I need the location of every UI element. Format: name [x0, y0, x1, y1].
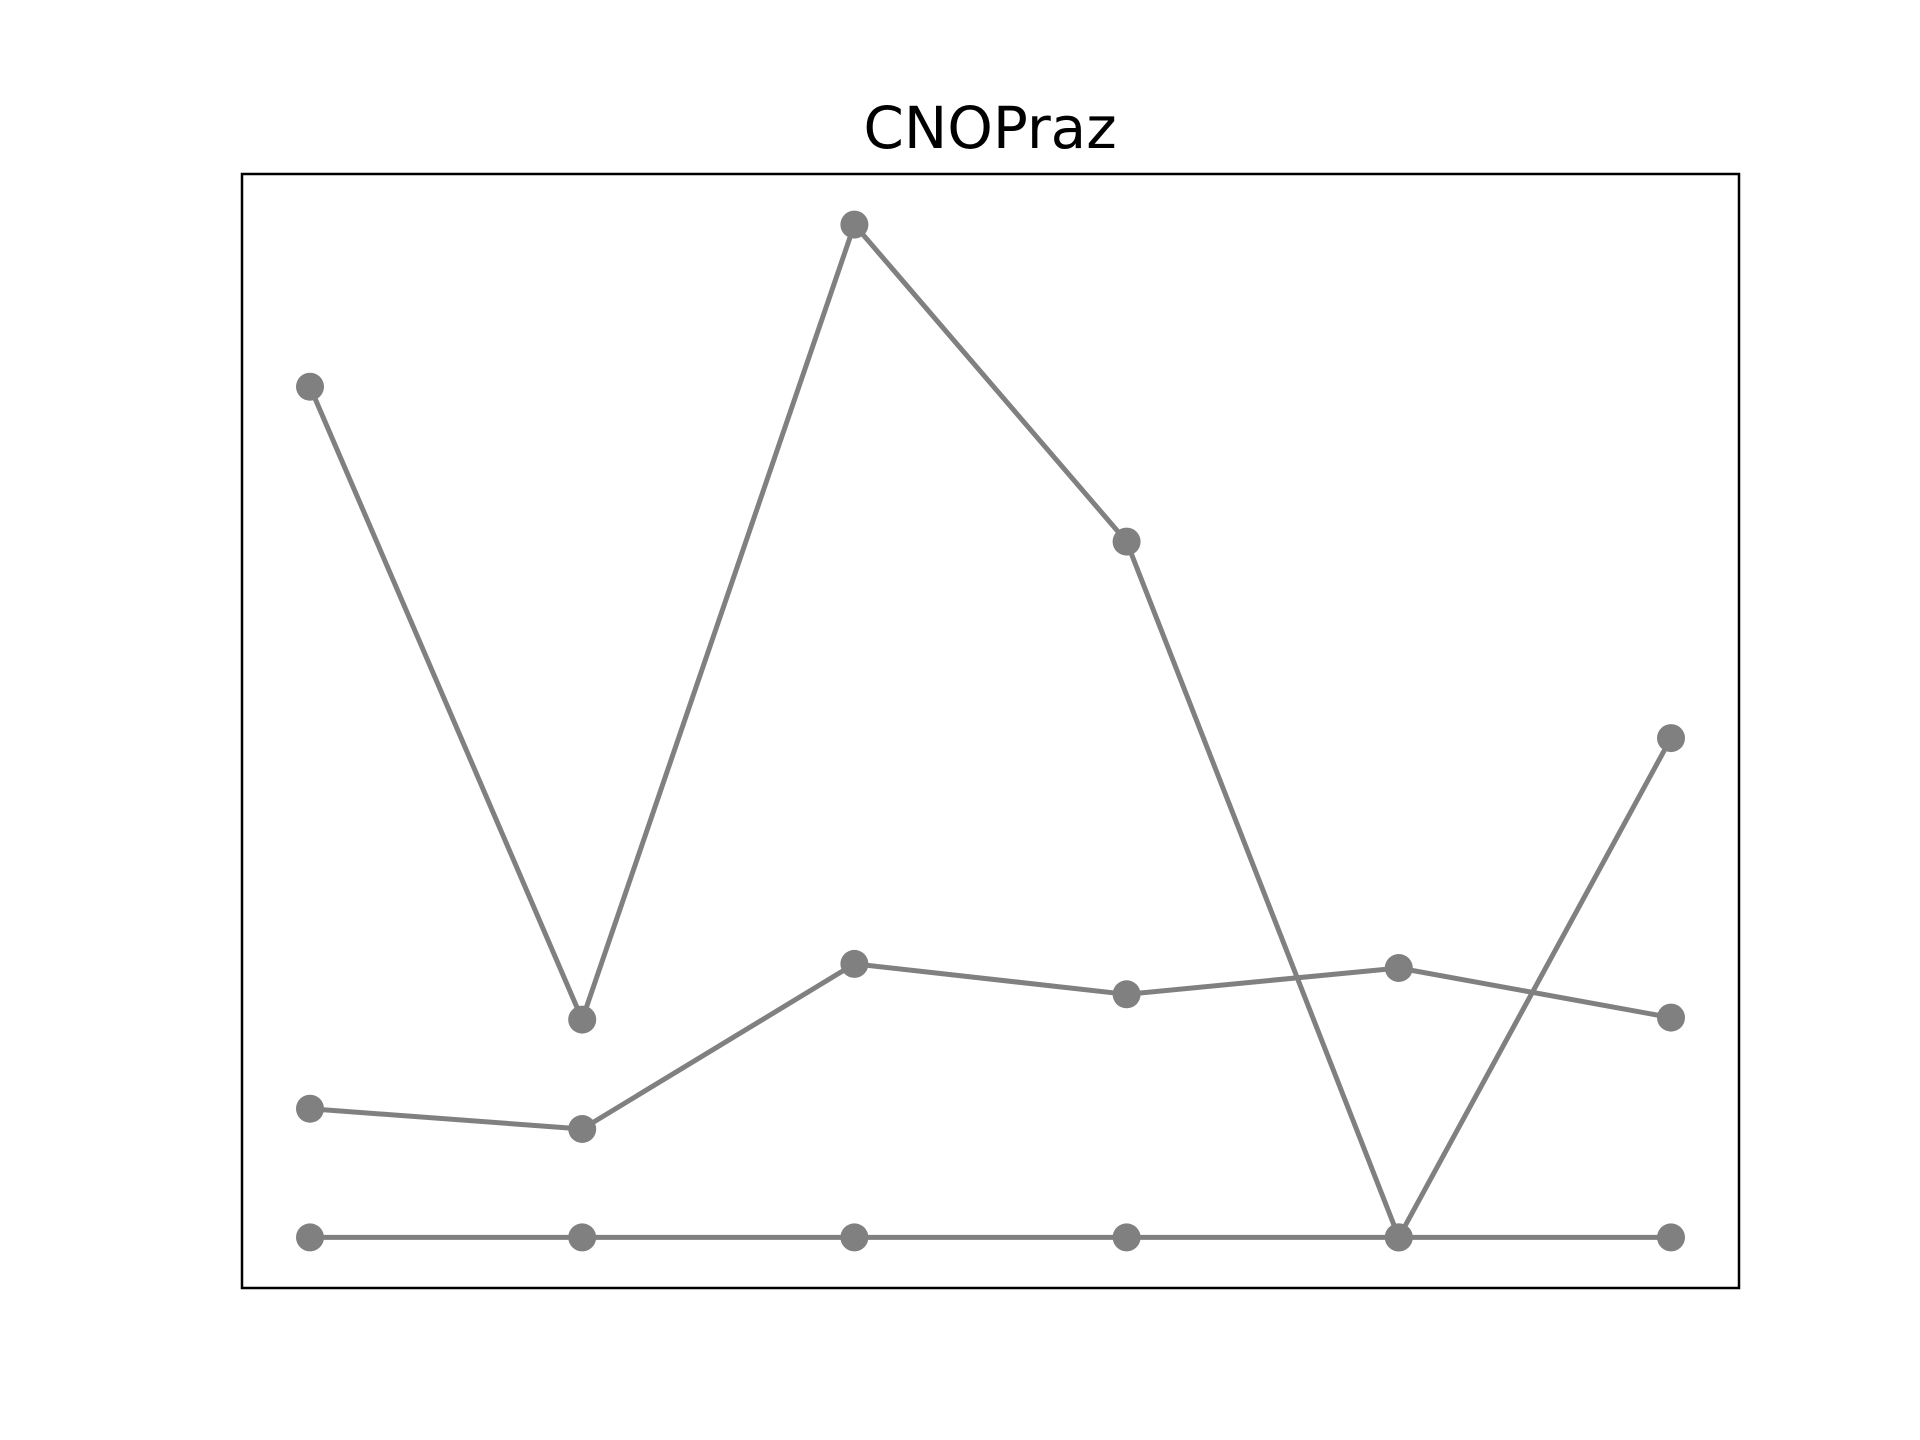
series-2-point — [1657, 1003, 1685, 1032]
series-3-point — [1384, 1223, 1413, 1252]
series-3-point — [568, 1223, 597, 1252]
series-2-point — [840, 949, 869, 978]
series-1-line — [307, 222, 1674, 1240]
series-1-point — [840, 210, 869, 239]
series-1-point — [296, 372, 324, 401]
series-1-point — [568, 1005, 597, 1034]
series-2-point — [1384, 954, 1413, 982]
chart-title: CNOPraz — [863, 94, 1116, 162]
series-1-point — [1112, 527, 1141, 556]
series-3-point — [1657, 1223, 1685, 1252]
plot-frame — [240, 172, 1741, 1290]
series-2-point — [1112, 980, 1141, 1009]
series-3-point — [1112, 1223, 1141, 1252]
series-2-point — [296, 1094, 324, 1123]
series-layer — [296, 210, 1685, 1252]
series-2-line — [307, 961, 1674, 1132]
series-2-point — [568, 1115, 597, 1143]
series-3-point — [296, 1223, 324, 1252]
series-3-point — [840, 1223, 869, 1252]
series-1-point — [1657, 724, 1685, 753]
